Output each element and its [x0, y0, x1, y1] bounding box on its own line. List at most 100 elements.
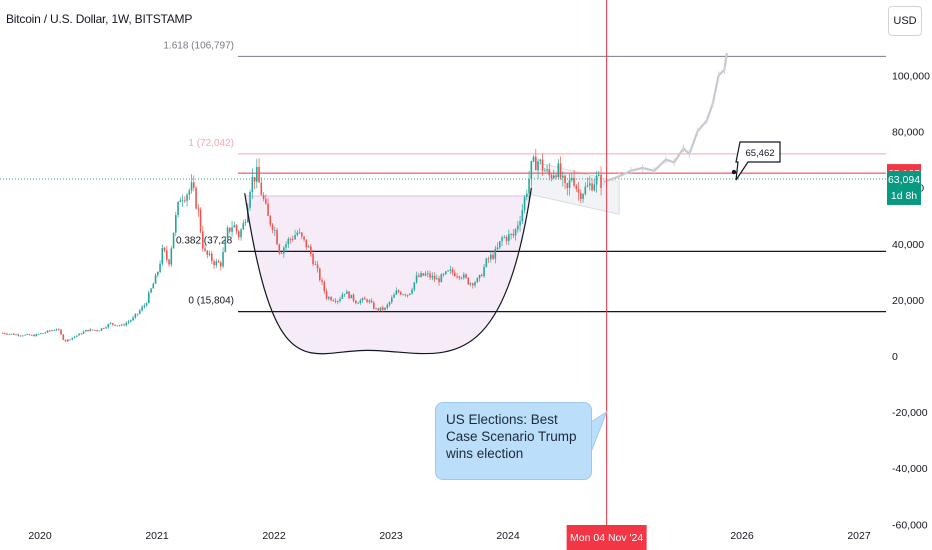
candle-body — [204, 248, 206, 251]
candle-body — [508, 234, 510, 241]
candle-body — [262, 195, 265, 200]
candle-body — [532, 156, 535, 162]
candle-body — [107, 324, 110, 328]
candle-body — [346, 291, 348, 294]
election-callout[interactable]: US Elections: Best Case Scenario Trump w… — [435, 402, 592, 480]
candle-body — [161, 247, 164, 264]
candle-body — [559, 163, 562, 178]
last-price-badge[interactable] — [887, 170, 921, 205]
candle-body — [400, 292, 402, 295]
candle-body — [76, 335, 78, 337]
candle-body — [37, 334, 40, 335]
candle-body — [67, 339, 69, 342]
candle-body — [181, 200, 184, 202]
candle-body — [127, 321, 130, 323]
candle-body — [553, 175, 555, 179]
candle-body — [472, 283, 474, 286]
candle-body — [301, 232, 303, 237]
candle-body — [226, 227, 229, 239]
candle-body — [307, 246, 310, 248]
candle-body — [215, 261, 218, 266]
candle-body — [229, 227, 231, 232]
callout-pointer — [590, 410, 608, 453]
candle-body — [375, 308, 377, 310]
candle-body — [53, 330, 56, 331]
candle-body — [87, 329, 89, 332]
candle-body — [319, 268, 321, 281]
candle-body — [478, 274, 481, 279]
candle-body — [328, 297, 330, 299]
candle-body — [217, 261, 220, 263]
candle-body — [206, 250, 209, 255]
time-tick-label: 2026 — [730, 530, 754, 542]
candle-body — [582, 194, 584, 199]
candle-body — [139, 310, 141, 314]
candle-body — [132, 317, 134, 321]
candle-body — [100, 328, 103, 331]
candle-body — [386, 304, 389, 308]
candle-body — [224, 238, 227, 253]
candle-body — [6, 333, 8, 335]
candle-body — [152, 283, 155, 289]
currency-button[interactable]: USD — [888, 6, 922, 36]
candle-body — [85, 329, 87, 332]
candle-body — [231, 227, 233, 232]
candle-body — [91, 329, 94, 331]
fib-level-label: 0 (15,804) — [188, 296, 234, 307]
candle-body — [442, 274, 445, 275]
candle-body — [177, 201, 179, 216]
candle-body — [213, 261, 215, 266]
candle-body — [350, 294, 353, 299]
candle-body — [285, 244, 287, 248]
candle-body — [562, 175, 564, 178]
candle-body — [172, 232, 175, 249]
candle-body — [17, 334, 20, 336]
candle-body — [296, 232, 299, 236]
candle-body — [548, 169, 551, 176]
candle-body — [58, 329, 60, 331]
time-axis[interactable]: 2020 2021 2022 2023 2024 2026 2027 Mon 04 Nov '… — [28, 525, 871, 550]
candle-body — [384, 307, 386, 310]
candle-body — [541, 159, 544, 171]
candle-body — [451, 269, 454, 273]
candle-body — [519, 221, 521, 226]
candle-body — [154, 275, 157, 284]
candle-body — [103, 328, 105, 329]
candle-body — [10, 333, 13, 335]
candle-body — [575, 185, 578, 190]
candle-body — [348, 291, 350, 299]
candle-body — [193, 182, 195, 188]
candle-body — [118, 325, 121, 327]
candle-body — [503, 236, 506, 238]
candle-body — [112, 323, 114, 325]
candle-body — [159, 263, 161, 272]
crosshair-date-badge — [566, 525, 647, 550]
price-axis[interactable]: 100,00080,00060,00040,00020,0000-20,000-… — [887, 34, 930, 531]
candle-body — [271, 224, 274, 231]
candle-body — [476, 278, 479, 283]
candle-body — [341, 294, 344, 299]
candle-body — [447, 270, 449, 272]
candle-body — [370, 300, 373, 303]
candle-body — [184, 200, 186, 202]
candle-body — [474, 282, 476, 286]
candle-body — [595, 175, 598, 185]
candle-body — [251, 176, 254, 192]
candle-body — [62, 334, 65, 340]
candle-body — [244, 222, 247, 223]
last-price-label: 63,094 — [888, 174, 920, 186]
candle-body — [188, 190, 191, 195]
candle-body — [150, 288, 152, 293]
candle-body — [280, 253, 283, 255]
candle-body — [510, 233, 512, 235]
candle-body — [24, 334, 26, 336]
candle-body — [163, 247, 166, 251]
candle-body — [343, 293, 346, 295]
candle-body — [395, 290, 398, 295]
candle-body — [15, 334, 17, 336]
candle-body — [483, 266, 485, 277]
symbol-title: Bitcoin / U.S. Dollar, 1W, BITSTAMP — [6, 12, 193, 26]
candle-body — [208, 253, 211, 255]
candle-body — [292, 239, 294, 240]
